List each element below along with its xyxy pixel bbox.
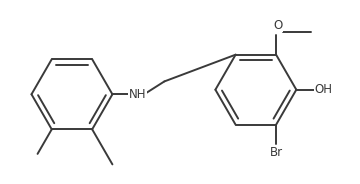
Text: Br: Br bbox=[270, 146, 283, 159]
Text: NH: NH bbox=[129, 88, 147, 101]
Text: O: O bbox=[273, 19, 283, 32]
Text: OH: OH bbox=[314, 83, 332, 96]
